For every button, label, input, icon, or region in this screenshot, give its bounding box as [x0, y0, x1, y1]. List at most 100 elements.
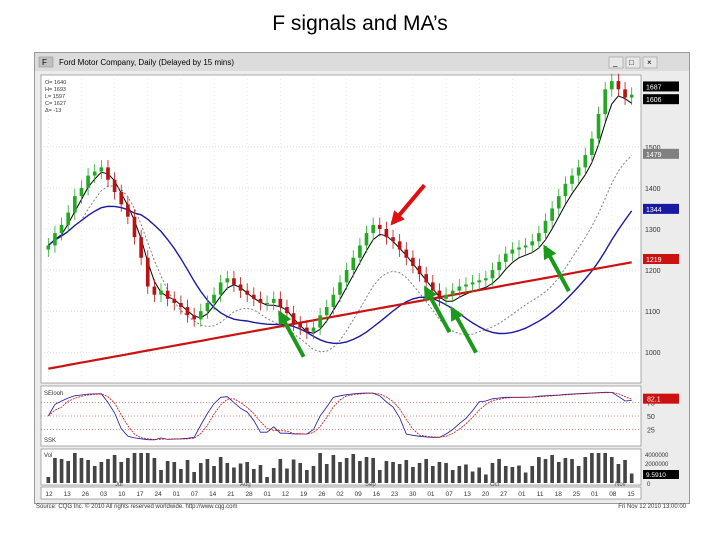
ohlc-value: C= 1627	[45, 101, 66, 107]
candle-body	[92, 171, 97, 176]
green-signal-arrow	[423, 285, 452, 334]
volume-bar	[510, 467, 515, 483]
volume-bar	[477, 467, 482, 483]
candle-body	[470, 282, 475, 285]
candle-body	[550, 208, 554, 221]
volume-bar	[437, 462, 442, 483]
candle-body	[265, 302, 269, 305]
candle	[437, 283, 442, 307]
volume-bar	[298, 463, 303, 483]
candle-body	[517, 247, 521, 250]
candle	[46, 238, 51, 257]
source-credit: Source: CQG Inc. © 2010 All rights reser…	[36, 504, 238, 510]
candle-body	[344, 270, 349, 283]
candle-body	[530, 241, 535, 246]
volume-bar	[503, 466, 508, 483]
volume-bar	[609, 457, 614, 483]
candle	[232, 270, 236, 292]
candle-body	[165, 290, 170, 299]
candle	[377, 217, 382, 237]
timestamp: Fri Nov 12 2010 13:00:00	[618, 504, 686, 510]
candle	[464, 277, 468, 294]
volume-bar	[603, 453, 607, 483]
green-signal-arrow	[450, 306, 478, 354]
candle	[311, 320, 316, 340]
candle	[331, 287, 336, 315]
volume-bar	[218, 457, 223, 483]
volume-bar	[172, 462, 177, 483]
date-tick-label: 16	[373, 491, 381, 498]
stochastic-series	[47, 391, 632, 441]
candle-body	[59, 224, 64, 234]
candlesticks	[46, 73, 634, 340]
volume-bar	[444, 463, 448, 483]
volume-bar	[364, 457, 369, 483]
stochastic-bottom-label: SSK	[44, 438, 56, 444]
candle-body	[457, 286, 462, 291]
volume-bar	[46, 477, 51, 483]
candle-body	[53, 233, 57, 246]
close-button[interactable]	[642, 56, 658, 69]
maximize-button[interactable]	[625, 56, 641, 69]
candle-body	[430, 282, 435, 291]
candle	[596, 106, 601, 147]
ohlc-value: H= 1693	[45, 87, 66, 93]
candle	[364, 225, 369, 253]
date-tick-label: 01	[591, 491, 599, 498]
candle-body	[278, 298, 283, 308]
minimize-button[interactable]	[608, 56, 624, 69]
candle-body	[570, 175, 574, 184]
date-tick-label: 11	[537, 491, 544, 498]
date-tick-label: 01	[518, 491, 526, 498]
arrow-head	[450, 306, 464, 322]
candle	[484, 270, 488, 288]
volume-bar	[497, 459, 501, 483]
stochastic-d-line	[48, 391, 632, 440]
candle-body	[185, 307, 190, 316]
date-tick-label: 09	[355, 491, 363, 498]
date-tick-label: 21	[227, 491, 235, 498]
price-marker-label: 1687	[646, 84, 662, 91]
candle	[53, 225, 57, 253]
date-tick-label: 02	[336, 491, 344, 498]
candle-body	[358, 245, 362, 258]
month-label: Jul	[115, 482, 123, 488]
candle	[563, 176, 568, 204]
candle	[371, 217, 375, 241]
date-axis: 12 13 26 03 10 17 24 01 07 14 21 28 01 12 19 26 02 09 16 23…	[45, 482, 635, 498]
volume-label: Vol	[44, 453, 52, 459]
candle	[629, 87, 634, 105]
candle-body	[437, 290, 442, 299]
ma-line-ma-40	[47, 205, 633, 345]
candle	[623, 81, 627, 105]
symbol-label: F	[42, 58, 47, 67]
volume-bar	[79, 458, 84, 483]
candle	[126, 196, 130, 225]
candle	[444, 287, 448, 307]
candle-body	[629, 94, 634, 98]
candle	[411, 250, 415, 274]
candle	[338, 275, 342, 303]
date-tick-label: 03	[100, 491, 108, 498]
date-tick-label: 28	[245, 491, 253, 498]
maximize-button-label: □	[629, 58, 634, 67]
price-marker-box	[643, 148, 679, 159]
candle-body	[397, 241, 402, 250]
candle-body	[318, 315, 322, 328]
candle-body	[411, 257, 415, 266]
red-signal-arrow	[390, 183, 426, 226]
volume-bar	[484, 474, 488, 483]
candle-body	[364, 233, 369, 246]
price-marker-box	[643, 94, 679, 105]
candle	[205, 295, 210, 319]
candle-body	[225, 278, 230, 283]
volume-bar	[212, 466, 216, 483]
date-tick-label: 12	[45, 491, 53, 498]
candle-body	[73, 196, 77, 213]
candle-body	[198, 311, 203, 320]
volume-bar	[86, 460, 90, 483]
arrow-head	[424, 285, 437, 302]
candle	[145, 250, 150, 294]
candle-body	[238, 284, 243, 291]
candle	[218, 275, 223, 303]
